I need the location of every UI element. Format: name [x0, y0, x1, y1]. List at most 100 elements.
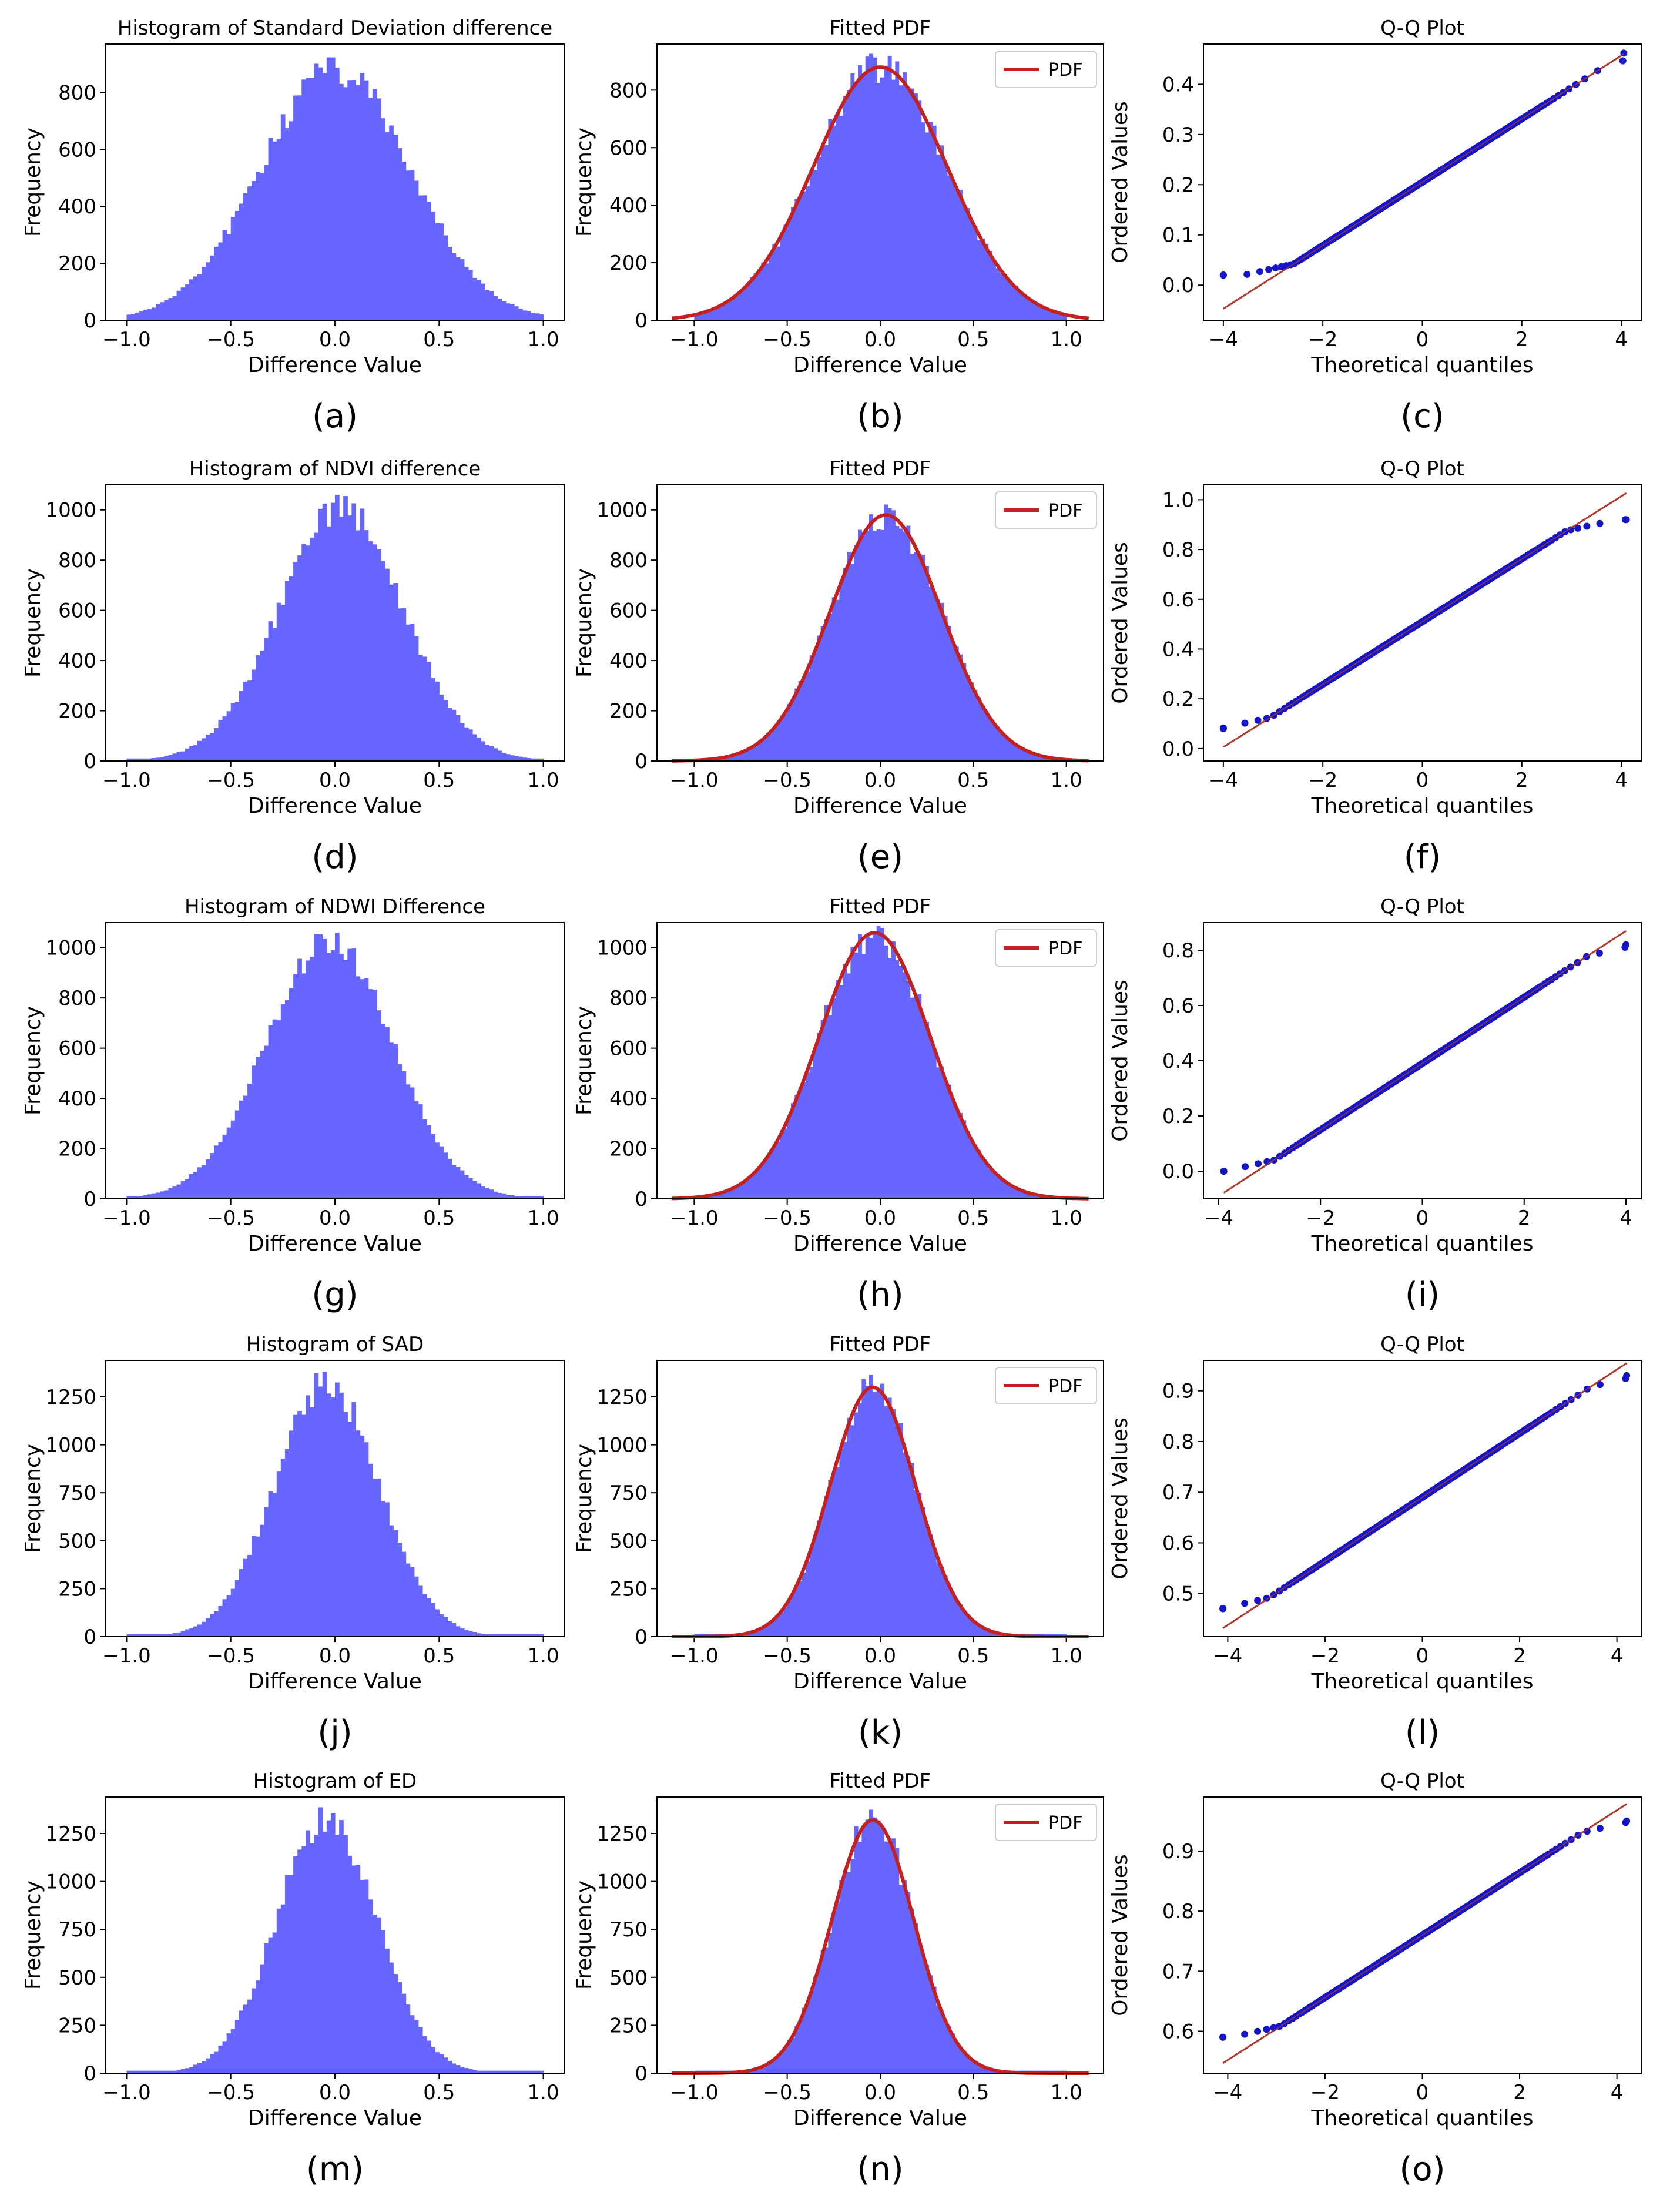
- histogram-2-bar: [139, 758, 144, 761]
- histogram-2-bar: [239, 691, 244, 761]
- histogram-4-bar: [351, 1402, 357, 1637]
- fitted-pdf-5-bar: [850, 1859, 855, 2073]
- fitted-pdf-5-bar: [806, 2002, 810, 2073]
- histogram-5-bar: [360, 1880, 365, 2073]
- fitted-pdf-4-pdf-line: [672, 1385, 1089, 1638]
- histogram-4-bar: [330, 1397, 336, 1637]
- fitted-pdf-3-bar: [713, 1194, 717, 1199]
- histogram-5-bar: [156, 2070, 160, 2073]
- histogram-2-bar: [493, 748, 498, 761]
- fitted-pdf-3-bar: [1032, 1194, 1037, 1199]
- fitted-pdf-1-bar: [914, 93, 918, 320]
- fitted-pdf-2-bar: [984, 710, 989, 761]
- histogram-2-bar: [477, 738, 481, 761]
- histogram-4-bar: [427, 1598, 431, 1637]
- fitted-pdf-2-bar: [839, 581, 844, 761]
- fitted-pdf-3-ylabel: Frequency: [572, 1006, 596, 1115]
- fitted-pdf-2-bar: [865, 531, 870, 761]
- fitted-pdf-5-bar: [910, 1908, 914, 2073]
- histogram-5-bar: [405, 2004, 411, 2073]
- histogram-5-bar: [218, 2045, 223, 2073]
- fitted-pdf-3-ytick-label: 600: [609, 1037, 648, 1061]
- fitted-pdf-2-bar: [831, 597, 836, 761]
- histogram-5-bar: [326, 1820, 331, 2073]
- fitted-pdf-1-bar: [876, 82, 881, 320]
- histogram-3-bar: [455, 1166, 461, 1199]
- histogram-3-bar: [501, 1193, 507, 1199]
- qq-plot-2-point: [1254, 716, 1262, 724]
- histogram-1-bar: [418, 195, 423, 320]
- qq-plot-4-spine: [1203, 1360, 1642, 1637]
- qq-plot-2-point: [1567, 526, 1575, 534]
- histogram-1-bar: [268, 138, 273, 321]
- fitted-pdf-3-bar: [861, 954, 866, 1199]
- histogram-4-bar: [509, 1634, 515, 1637]
- fitted-pdf-3-bar: [965, 1131, 970, 1199]
- fitted-pdf-3-title: Fitted PDF: [830, 895, 931, 919]
- histogram-3-title: Histogram of NDWI Difference: [185, 895, 485, 919]
- histogram-5-bar: [130, 2070, 136, 2073]
- histogram-2-bar: [214, 728, 219, 761]
- histogram-1-bar: [339, 83, 344, 320]
- histogram-5-ytick-label: 0: [83, 2062, 96, 2086]
- fitted-pdf-3-bar: [887, 958, 892, 1199]
- fitted-pdf-2-bar: [764, 735, 769, 761]
- histogram-5-bar: [468, 2069, 473, 2073]
- qq-plot-2-point: [1596, 519, 1604, 527]
- fitted-pdf-1-ytick-label: 200: [609, 252, 648, 275]
- fitted-pdf-2-bar: [880, 529, 884, 761]
- histogram-2-xtick-label: −0.5: [206, 769, 255, 792]
- fitted-pdf-1-bar: [694, 314, 699, 320]
- histogram-5-bar: [222, 2041, 227, 2073]
- histogram-3-xlabel: Difference Value: [248, 1232, 422, 1256]
- qq-plot-4-xtick-label: 4: [1611, 1644, 1624, 1668]
- histogram-5-bar: [364, 1879, 369, 2073]
- fitted-pdf-3-bar: [962, 1120, 967, 1199]
- fitted-pdf-1-bar: [954, 190, 959, 320]
- fitted-pdf-4-bar: [783, 1607, 788, 1637]
- histogram-1-bar: [280, 114, 286, 320]
- histogram-4-bar: [385, 1502, 390, 1637]
- fitted-pdf-4-bar: [965, 1615, 970, 1637]
- histogram-2-bar: [176, 752, 182, 761]
- histogram-3-bar: [143, 1195, 148, 1199]
- qq-plot-2-reference-line-overlay: [1223, 492, 1627, 748]
- qq-plot-3-point: [1255, 1160, 1262, 1168]
- fitted-pdf-1-bar: [891, 79, 896, 321]
- qq-plot-1-point: [1265, 266, 1273, 273]
- fitted-pdf-3-bar: [977, 1150, 981, 1199]
- histogram-2-bar: [485, 745, 489, 761]
- fitted-pdf-1-bar: [854, 83, 859, 320]
- qq-plot-2-xtick-label: 0: [1416, 769, 1429, 792]
- fitted-pdf-5-bar: [772, 2059, 777, 2073]
- qq-plot-3-ytick-label: 0.4: [1162, 1050, 1194, 1073]
- histogram-5-bar: [301, 1846, 306, 2073]
- histogram-5-ytick-label: 1250: [45, 1822, 96, 1846]
- fitted-pdf-4-bar: [858, 1403, 862, 1637]
- histogram-panel: −1.0 −0.5 0.0 0.5 1.0 0 250 500 750 1000 1250 Histo…: [21, 1769, 565, 2188]
- histogram-3-ytick-label: 400: [58, 1087, 96, 1111]
- histogram-4-bar: [268, 1491, 273, 1637]
- histogram-3-bar: [414, 1101, 419, 1199]
- fitted-pdf-4-ylabel: Frequency: [572, 1444, 596, 1553]
- fitted-pdf-5-bar: [783, 2048, 788, 2073]
- fitted-pdf-5-bar: [940, 2010, 944, 2073]
- histogram-4-bar: [160, 1634, 165, 1637]
- fitted-pdf-4-bar: [794, 1584, 799, 1637]
- histogram-4-bar: [139, 1634, 144, 1637]
- histogram-2-bar: [364, 530, 369, 761]
- histogram-4-ytick-label: 0: [83, 1625, 96, 1649]
- qq-plot-2-caption: (f): [1404, 838, 1441, 876]
- fitted-pdf-3-bar: [995, 1174, 1000, 1199]
- histogram-2-bar: [218, 719, 223, 761]
- histogram-3-bar: [389, 1042, 394, 1199]
- histogram-1-bar: [501, 301, 507, 320]
- qq-plot-1-point: [1256, 268, 1263, 276]
- histogram-5-bar: [368, 1899, 373, 2073]
- fitted-pdf-4-ytick-label: 1000: [596, 1434, 648, 1457]
- histogram-2-bar: [455, 714, 461, 761]
- fitted-pdf-2-bar: [1044, 756, 1048, 761]
- histogram-4-bar: [435, 1609, 440, 1637]
- histogram-2-bar: [272, 628, 277, 761]
- fitted-pdf-5-bar: [794, 2026, 799, 2073]
